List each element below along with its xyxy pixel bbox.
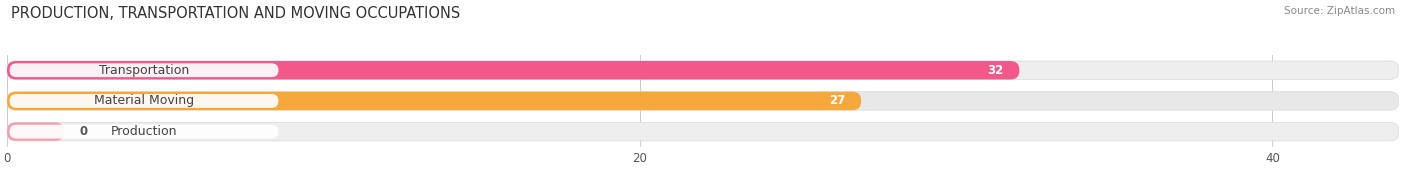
- Text: 32: 32: [987, 64, 1004, 77]
- FancyBboxPatch shape: [7, 92, 1399, 110]
- FancyBboxPatch shape: [7, 122, 1399, 141]
- FancyBboxPatch shape: [7, 61, 1019, 79]
- FancyBboxPatch shape: [7, 61, 1399, 79]
- FancyBboxPatch shape: [7, 92, 860, 110]
- FancyBboxPatch shape: [7, 122, 65, 141]
- FancyBboxPatch shape: [10, 125, 278, 139]
- FancyBboxPatch shape: [10, 63, 278, 77]
- Text: 0: 0: [80, 125, 89, 138]
- Text: Source: ZipAtlas.com: Source: ZipAtlas.com: [1284, 6, 1395, 16]
- Text: Transportation: Transportation: [98, 64, 190, 77]
- Text: PRODUCTION, TRANSPORTATION AND MOVING OCCUPATIONS: PRODUCTION, TRANSPORTATION AND MOVING OC…: [11, 6, 461, 21]
- Text: Production: Production: [111, 125, 177, 138]
- Text: Material Moving: Material Moving: [94, 94, 194, 107]
- Text: 27: 27: [830, 94, 845, 107]
- FancyBboxPatch shape: [10, 94, 278, 108]
